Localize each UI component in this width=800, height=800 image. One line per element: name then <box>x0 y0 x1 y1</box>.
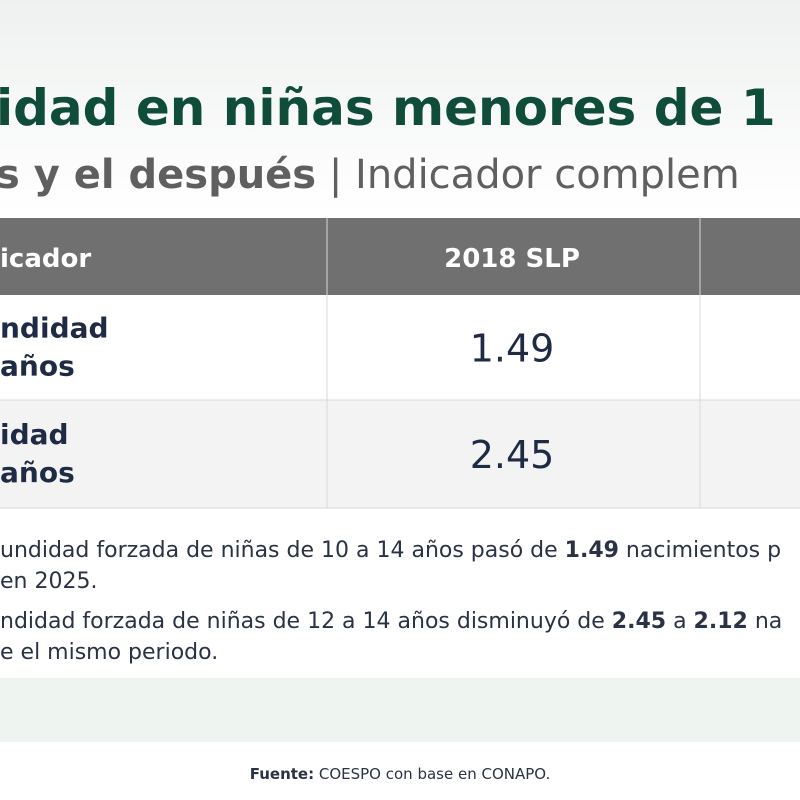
text-segment: 2.45 <box>612 609 666 634</box>
table-row <box>0 400 800 508</box>
row-label: ndidad <box>0 312 109 345</box>
note-line: en 2025. <box>0 569 97 594</box>
text-segment: Fuente: <box>250 765 314 783</box>
cell-value: 1.49 <box>470 327 555 371</box>
row-label: idad <box>0 418 69 451</box>
cell-value: 2.45 <box>470 433 555 477</box>
note-line: ndidad forzada de niñas de 12 a 14 años … <box>0 609 782 634</box>
note-line: undidad forzada de niñas de 10 a 14 años… <box>0 538 781 563</box>
text-segment: en 2025. <box>0 569 97 594</box>
text-segment: COESPO con base en CONAPO. <box>314 765 550 783</box>
text-segment: undidad forzada de niñas de 10 a 14 años… <box>0 538 565 563</box>
text-segment: ndidad forzada de niñas de 12 a 14 años … <box>0 609 612 634</box>
text-segment: nacimientos p <box>619 538 781 563</box>
summary-band <box>0 678 800 742</box>
text-segment: 1.49 <box>565 538 619 563</box>
column-header: icador <box>0 244 91 274</box>
table-row <box>0 295 800 400</box>
text-segment: | Indicador complem <box>316 152 740 198</box>
table-header-row <box>0 218 800 295</box>
row-label: años <box>0 456 75 489</box>
column-header: 2018 SLP <box>444 244 580 274</box>
text-segment: s y el después <box>0 152 316 198</box>
source: Fuente: COESPO con base en CONAPO. <box>250 765 551 783</box>
header-background <box>0 0 800 215</box>
text-segment: a <box>666 609 693 634</box>
note-line: e el mismo periodo. <box>0 640 218 665</box>
title: idad en niñas menores de 1 <box>0 79 776 137</box>
text-segment: 2.12 <box>694 609 748 634</box>
row-label: años <box>0 350 75 383</box>
text-segment: na <box>748 609 782 634</box>
text-segment: idad en niñas menores de 1 <box>0 79 776 137</box>
subtitle: s y el después | Indicador complem <box>0 152 740 198</box>
text-segment: e el mismo periodo. <box>0 640 218 665</box>
